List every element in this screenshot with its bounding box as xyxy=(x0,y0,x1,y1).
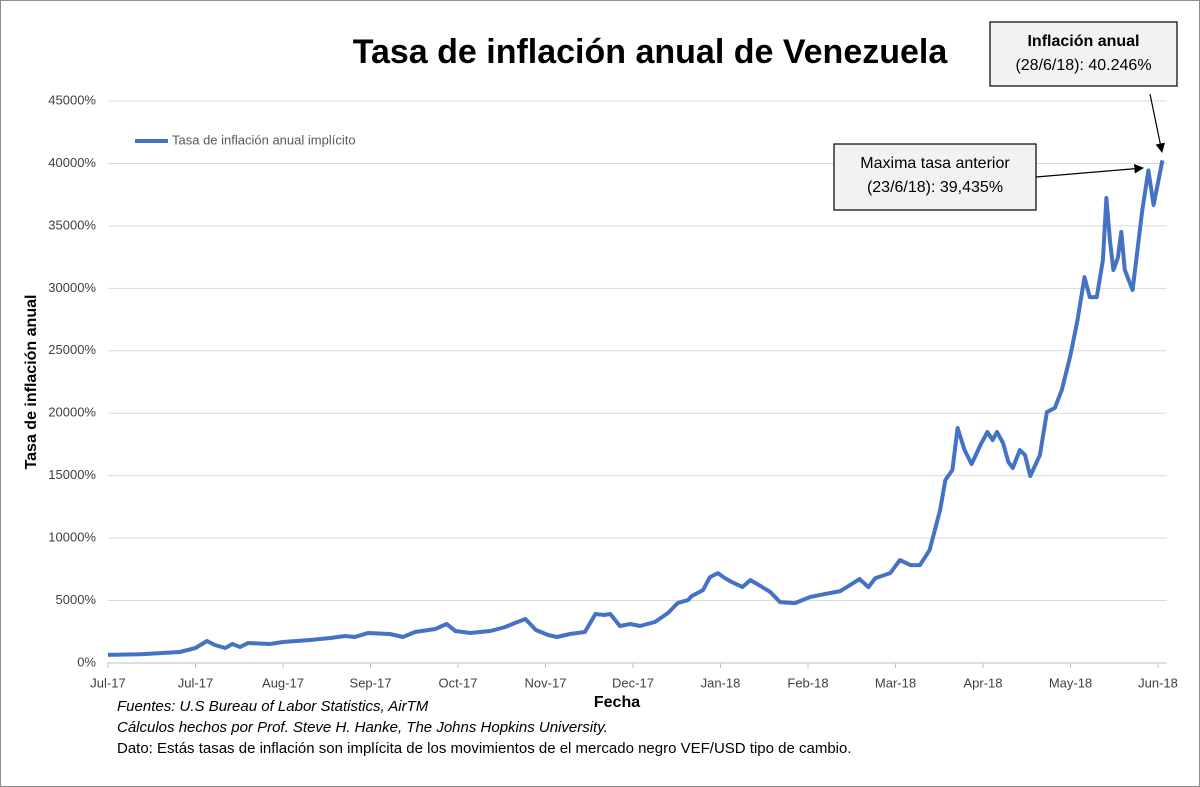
y-tick-label: 40000% xyxy=(48,155,96,170)
y-axis-title: Tasa de inflación anual xyxy=(23,295,40,470)
x-tick-label: Jul-17 xyxy=(90,675,125,690)
y-tick-label: 35000% xyxy=(48,217,96,232)
y-tick-label: 25000% xyxy=(48,342,96,357)
y-tick-label: 10000% xyxy=(48,530,96,545)
footnote: Dato: Estás tasas de inflación son implí… xyxy=(117,740,852,757)
annotation-arrow xyxy=(1149,93,1165,153)
x-tick-label: Jul-17 xyxy=(178,675,213,690)
annotation-box xyxy=(833,143,1037,211)
x-tick-label: Nov-17 xyxy=(525,675,567,690)
annotation-text: (28/6/18): 40.246% xyxy=(1015,57,1151,74)
x-tick-label: Jan-18 xyxy=(701,675,741,690)
footnote: Cálculos hechos por Prof. Steve H. Hanke… xyxy=(117,719,608,736)
y-tick-label: 0% xyxy=(77,654,96,669)
x-tick-label: Jun-18 xyxy=(1138,675,1178,690)
footnote: Fuentes: U.S Bureau of Labor Statistics,… xyxy=(117,698,429,715)
x-tick-label: Sep-17 xyxy=(350,675,392,690)
y-tick-label: 20000% xyxy=(48,405,96,420)
x-tick-label: Mar-18 xyxy=(875,675,916,690)
y-tick-label: 5000% xyxy=(56,592,97,607)
x-tick-label: Apr-18 xyxy=(963,675,1002,690)
annotation-text: (23/6/18): 39,435% xyxy=(867,179,1003,196)
annotation-text: Maxima tasa anterior xyxy=(860,155,1010,172)
x-tick-label: Feb-18 xyxy=(787,675,828,690)
chart-title: Tasa de inflación anual de Venezuela xyxy=(353,33,949,71)
x-tick-label: Dec-17 xyxy=(612,675,654,690)
x-tick-label: Oct-17 xyxy=(438,675,477,690)
x-axis-title: Fecha xyxy=(594,694,640,711)
annotation-text: Inflación anual xyxy=(1027,33,1139,50)
x-tick-label: May-18 xyxy=(1049,675,1092,690)
annotation-arrow xyxy=(1035,163,1144,178)
legend-label: Tasa de inflación anual implícito xyxy=(172,132,356,147)
annotation-box xyxy=(989,21,1178,87)
y-tick-label: 15000% xyxy=(48,467,96,482)
line xyxy=(107,160,1165,657)
y-tick-label: 30000% xyxy=(48,280,96,295)
x-tick-label: Aug-17 xyxy=(262,675,304,690)
y-tick-label: 45000% xyxy=(48,92,96,107)
